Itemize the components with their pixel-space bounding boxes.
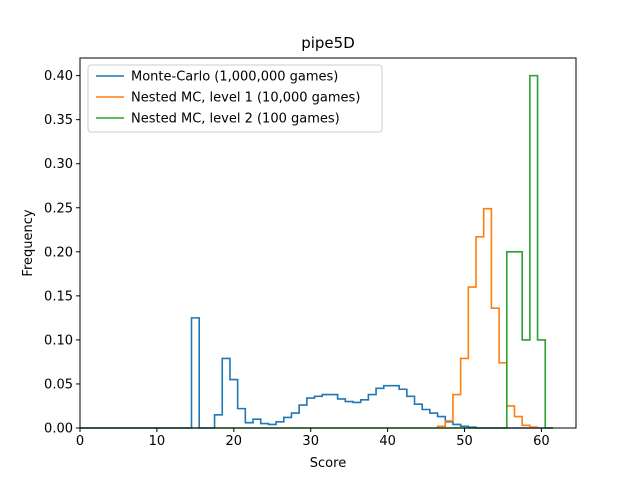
legend-label-3: Nested MC, level 2 (100 games) [131,112,340,127]
series-line-1 [80,317,553,429]
y-tick-label: 0.20 [44,245,73,260]
x-tick-label: 0 [76,434,84,449]
plot-frame [79,57,577,429]
y-tick-label: 0.00 [44,422,73,437]
y-tick-label: 0.35 [44,113,73,128]
legend-label-2: Nested MC, level 1 (10,000 games) [131,91,360,106]
y-axis: 0.00 0.05 0.10 0.15 0.20 0.25 0.30 0.35 0.40 [44,69,80,437]
y-tick-label: 0.25 [44,201,73,216]
y-tick-label: 0.10 [44,333,73,348]
y-tick-label: 0.15 [44,289,73,304]
x-tick-label: 30 [302,434,319,449]
x-axis: 0 10 20 30 40 50 60 [76,428,550,449]
legend: Monte-Carlo (1,000,000 games) Nested MC, … [87,64,383,133]
series-line-3 [80,74,553,429]
plot-area [80,74,553,429]
x-tick-label: 10 [149,434,166,449]
y-axis-label: Frequency [21,209,36,276]
y-tick-label: 0.05 [44,377,73,392]
x-axis-label: Score [310,456,346,471]
y-tick-label: 0.30 [44,157,73,172]
x-tick-label: 60 [533,434,550,449]
legend-box [87,64,383,133]
x-tick-label: 20 [226,434,243,449]
x-tick-label: 40 [379,434,396,449]
x-tick-label: 50 [456,434,473,449]
legend-label-1: Monte-Carlo (1,000,000 games) [131,70,338,85]
chart-title: pipe5D [301,34,355,52]
series-line-2 [436,207,539,428]
y-tick-label: 0.40 [44,69,73,84]
